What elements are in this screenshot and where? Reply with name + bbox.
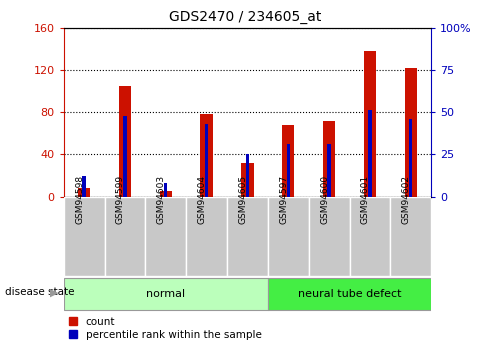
Bar (327, 144, 331, 197)
Bar (64, 278, 268, 310)
Bar (268, 197, 309, 276)
Text: GSM94597: GSM94597 (279, 175, 288, 224)
Text: GSM94601: GSM94601 (361, 175, 370, 224)
Text: GSM94604: GSM94604 (197, 175, 207, 224)
Bar (82, 176, 86, 197)
Text: disease state: disease state (5, 287, 74, 297)
Bar (123, 116, 126, 197)
Bar (146, 197, 186, 276)
Bar (241, 163, 254, 197)
Bar (104, 197, 146, 276)
Bar (287, 144, 290, 197)
Bar (186, 197, 227, 276)
Text: GSM94598: GSM94598 (75, 175, 84, 224)
Bar (368, 110, 371, 197)
Text: GSM94602: GSM94602 (402, 175, 411, 224)
Bar (391, 197, 431, 276)
Bar (323, 120, 335, 197)
Bar (205, 124, 208, 197)
Bar (78, 188, 90, 197)
Bar (268, 278, 431, 310)
Bar (349, 197, 391, 276)
Text: GSM94600: GSM94600 (320, 175, 329, 224)
Text: GSM94599: GSM94599 (116, 175, 125, 224)
Bar (64, 197, 104, 276)
Legend: count, percentile rank within the sample: count, percentile rank within the sample (69, 317, 262, 340)
Bar (405, 68, 417, 197)
Bar (164, 183, 168, 197)
Text: GDS2470 / 234605_at: GDS2470 / 234605_at (169, 10, 321, 24)
Bar (246, 155, 249, 197)
Bar (409, 119, 413, 197)
Bar (227, 197, 268, 276)
Bar (119, 86, 131, 197)
Text: neural tube defect: neural tube defect (298, 289, 401, 299)
Text: GSM94605: GSM94605 (239, 175, 247, 224)
Bar (282, 125, 294, 197)
Bar (309, 197, 349, 276)
Text: normal: normal (146, 289, 185, 299)
Text: ▶: ▶ (50, 287, 59, 297)
Bar (160, 191, 172, 197)
Bar (364, 51, 376, 197)
Bar (200, 114, 213, 197)
Text: GSM94603: GSM94603 (157, 175, 166, 224)
